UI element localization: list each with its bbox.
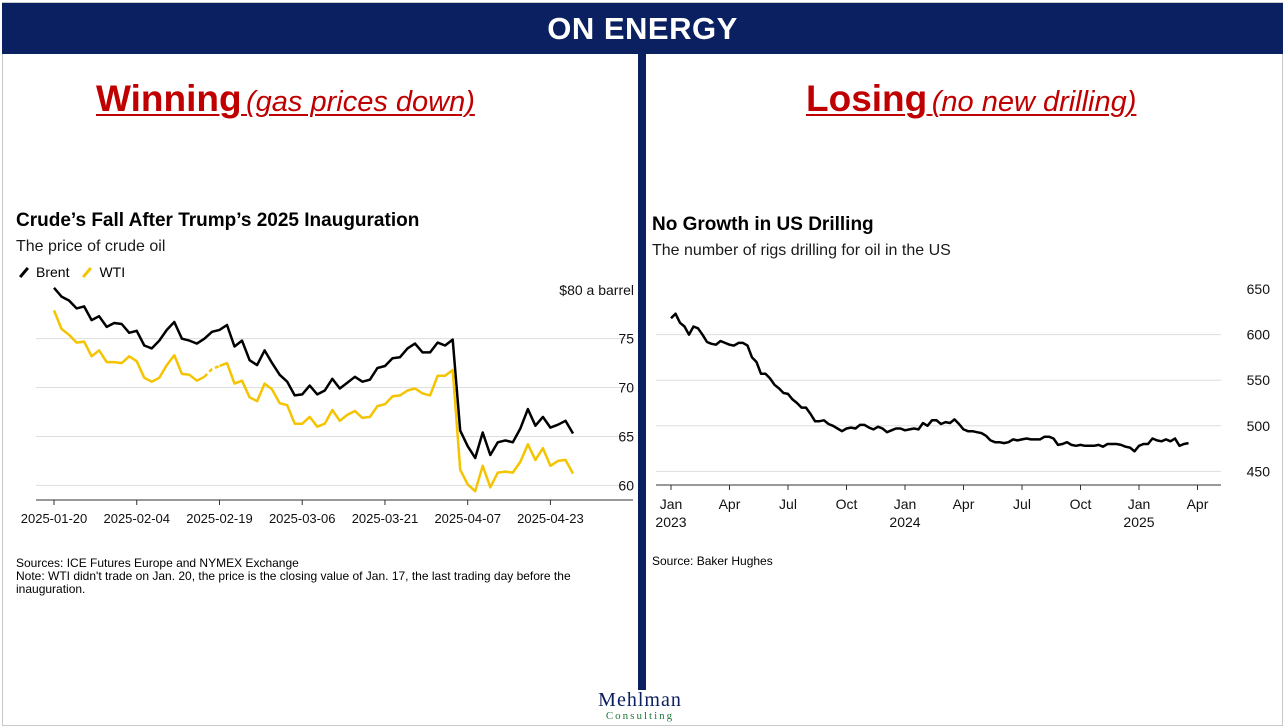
x-tick-label: 2025-03-21 [352, 511, 419, 526]
crude-chart-sources: Sources: ICE Futures Europe and NYMEX Ex… [16, 557, 571, 596]
y-tick-label: 550 [1247, 372, 1271, 388]
crude-note-line-2: inauguration. [16, 582, 86, 596]
rigs-chart-title: No Growth in US Drilling [652, 214, 874, 235]
crude-source-line: Sources: ICE Futures Europe and NYMEX Ex… [16, 556, 299, 570]
x-tick-label: Jan [660, 496, 683, 512]
x-tick-label: 2025-04-07 [434, 511, 501, 526]
left-headline-main: Winning [96, 78, 242, 119]
legend-swatch-wti [82, 266, 93, 278]
x-tick-label: Apr [953, 496, 975, 512]
y-tick-label: 75 [618, 331, 634, 347]
x-tick-label: 2025-03-06 [269, 511, 336, 526]
series-line-wti [219, 361, 575, 493]
x-tick-label: Oct [836, 496, 858, 512]
rigs-chart-subtitle: The number of rigs drilling for oil in t… [652, 242, 951, 259]
x-tick-label: 2025-01-20 [21, 511, 88, 526]
x-tick-label: Jul [1013, 496, 1031, 512]
x-tick-label: Jan [894, 496, 917, 512]
legend-item-wti: WTI [79, 264, 125, 280]
legend-item-brent: Brent [16, 264, 69, 280]
crude-chart-subtitle: The price of crude oil [16, 238, 166, 255]
series-line-brent [53, 286, 575, 460]
x-tick-label: 2025-02-19 [186, 511, 253, 526]
legend-label-brent: Brent [36, 264, 70, 280]
legend-label-wti: WTI [99, 264, 126, 280]
x-tick-label: Jan [1128, 496, 1151, 512]
x-tick-label: Apr [1187, 496, 1209, 512]
y-tick-label: $80 a barrel [559, 282, 634, 298]
left-headline: Winning (gas prices down) [96, 78, 475, 120]
crude-price-chart: $80 a barrel 75 70 65 60 2025-01-20 2025-02-04… [21, 282, 634, 526]
right-headline-sub: (no new drilling) [931, 86, 1137, 118]
series-line-rigs [670, 312, 1189, 453]
series-line-wti [203, 364, 220, 378]
mehlman-consulting-logo: Mehlman Consulting [560, 690, 720, 722]
y-tick-label: 70 [618, 380, 634, 396]
y-tick-label: 60 [618, 477, 634, 493]
legend-swatch-brent [18, 266, 30, 278]
y-tick-label: 500 [1247, 418, 1271, 434]
left-headline-sub: (gas prices down) [246, 86, 475, 118]
y-tick-label: 450 [1247, 463, 1271, 479]
crude-chart-legend: Brent WTI [16, 264, 135, 280]
x-year-label: 2023 [655, 514, 686, 530]
rigs-chart-source: Source: Baker Hughes [652, 554, 773, 568]
center-divider [638, 54, 646, 690]
right-headline-main: Losing [806, 78, 928, 119]
crude-note-line-1: Note: WTI didn't trade on Jan. 20, the p… [16, 569, 571, 583]
right-headline: Losing (no new drilling) [806, 78, 1136, 120]
logo-subtitle: Consulting [605, 710, 675, 722]
x-tick-label: Oct [1070, 496, 1092, 512]
page-title: ON ENERGY [2, 3, 1283, 54]
y-tick-label: 650 [1247, 281, 1271, 297]
crude-chart-title: Crude’s Fall After Trump’s 2025 Inaugura… [16, 210, 420, 231]
x-tick-label: Jul [779, 496, 797, 512]
x-tick-label: Apr [719, 496, 741, 512]
series-line-wti [52, 309, 205, 383]
x-tick-label: 2025-04-23 [517, 511, 584, 526]
rig-count-chart: 650 600 550 500 450 Jan Apr Jul Oct Jan Apr Jul Oct J… [655, 281, 1271, 530]
x-year-label: 2024 [889, 514, 920, 530]
y-tick-label: 600 [1247, 327, 1271, 343]
y-tick-label: 65 [618, 428, 634, 444]
x-year-label: 2025 [1123, 514, 1154, 530]
logo-wordmark: Mehlman [598, 689, 682, 711]
x-tick-label: 2025-02-04 [103, 511, 170, 526]
